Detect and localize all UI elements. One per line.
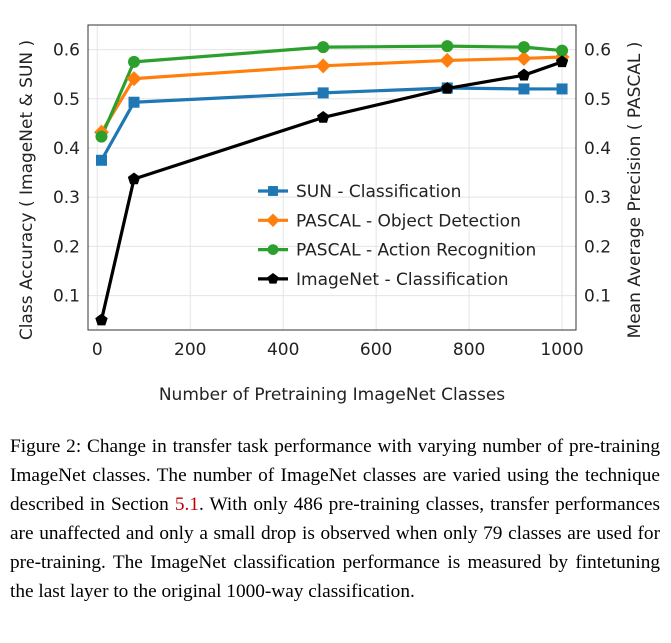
series-2-point-1 (128, 55, 141, 68)
y-right-tick-label-5: 0.6 (584, 41, 611, 61)
series-0-point-0 (95, 154, 107, 166)
x-tick-label-0: 0 (92, 340, 103, 360)
series-2-point-2 (317, 41, 330, 54)
series-1-point-3 (439, 52, 455, 68)
y-left-tick-label-1: 0.2 (53, 237, 80, 257)
y-left-tick-label-0: 0.1 (53, 287, 80, 307)
x-ticks: 0 200 400 600 800 1000 (92, 340, 584, 360)
series-2-point-5 (556, 44, 569, 57)
plot-frame (87, 24, 577, 331)
legend-swatch-marker-3 (267, 273, 279, 284)
y-ticks-left: 0.1 0.2 0.3 0.4 0.5 0.6 (53, 41, 80, 307)
y-left-tick-label-3: 0.4 (53, 139, 80, 159)
series-2-point-4 (517, 41, 530, 54)
series-markers (93, 40, 570, 326)
y-left-tick-label-5: 0.6 (53, 41, 80, 61)
y-axis-label-right: Mean Average Precision ( PASCAL ) (625, 42, 645, 339)
legend: SUN - Classification PASCAL - Object Dete… (258, 182, 536, 290)
legend-label-1: PASCAL - Object Detection (296, 211, 521, 231)
series-0-point-4 (518, 83, 530, 95)
legend-swatch-marker-2 (267, 244, 279, 256)
series-0-point-2 (317, 87, 329, 99)
y-right-tick-label-1: 0.2 (584, 237, 611, 257)
legend-swatch-marker-1 (266, 213, 280, 228)
series-3-point-1 (127, 172, 141, 185)
series-0-point-5 (556, 83, 568, 95)
legend-label-3: ImageNet - Classification (296, 270, 509, 290)
y-left-tick-label-4: 0.5 (53, 90, 80, 110)
series-line-1 (100, 55, 563, 134)
section-link[interactable]: 5.1 (174, 494, 199, 515)
series-3-point-2 (316, 110, 330, 123)
y-ticks-right: 0.1 0.2 0.3 0.4 0.5 0.6 (584, 41, 611, 307)
series-3-point-0 (95, 313, 108, 326)
series-1-point-2 (315, 58, 331, 74)
series-3-point-5 (555, 55, 569, 68)
series-1-point-4 (516, 50, 532, 66)
grid (88, 25, 576, 330)
y-right-tick-label-2: 0.3 (584, 188, 611, 208)
x-tick-label-1: 200 (174, 340, 206, 360)
series-2-point-0 (95, 130, 108, 143)
x-tick-label-4: 800 (453, 340, 485, 360)
legend-label-0: SUN - Classification (296, 182, 461, 202)
series-2-point-3 (441, 40, 454, 53)
x-tick-label-3: 600 (360, 340, 392, 360)
y-left-tick-label-2: 0.3 (53, 188, 80, 208)
series-3-point-4 (517, 68, 531, 81)
legend-swatch-marker-0 (268, 186, 278, 196)
series-1-point-1 (126, 71, 142, 87)
series-lines (99, 44, 563, 321)
caption-text-2: . With only 486 pre-training classes, tr… (10, 494, 660, 602)
figure-caption: Figure 2: Change in transfer task perfor… (10, 432, 660, 606)
chart: 0 200 400 600 800 1000 0.1 0.2 0.3 0.4 0.5 0.6 0.1… (17, 24, 645, 405)
x-tick-label-5: 1000 (540, 340, 583, 360)
series-line-3 (99, 60, 563, 321)
series-0-point-1 (128, 96, 140, 108)
x-axis-label: Number of Pretraining ImageNet Classes (159, 385, 505, 405)
series-3-point-3 (441, 81, 454, 94)
caption-text-1: Figure 2: Change in transfer task perfor… (10, 436, 660, 515)
series-line-0 (100, 86, 563, 162)
series-line-2 (100, 44, 563, 138)
y-right-tick-label-3: 0.4 (584, 139, 611, 159)
y-right-tick-label-4: 0.5 (584, 90, 611, 110)
y-right-tick-label-0: 0.1 (584, 287, 611, 307)
x-tick-label-2: 400 (267, 340, 299, 360)
y-axis-label-left: Class Accuracy ( ImageNet & SUN ) (17, 40, 37, 340)
legend-label-2: PASCAL - Action Recognition (296, 241, 536, 261)
